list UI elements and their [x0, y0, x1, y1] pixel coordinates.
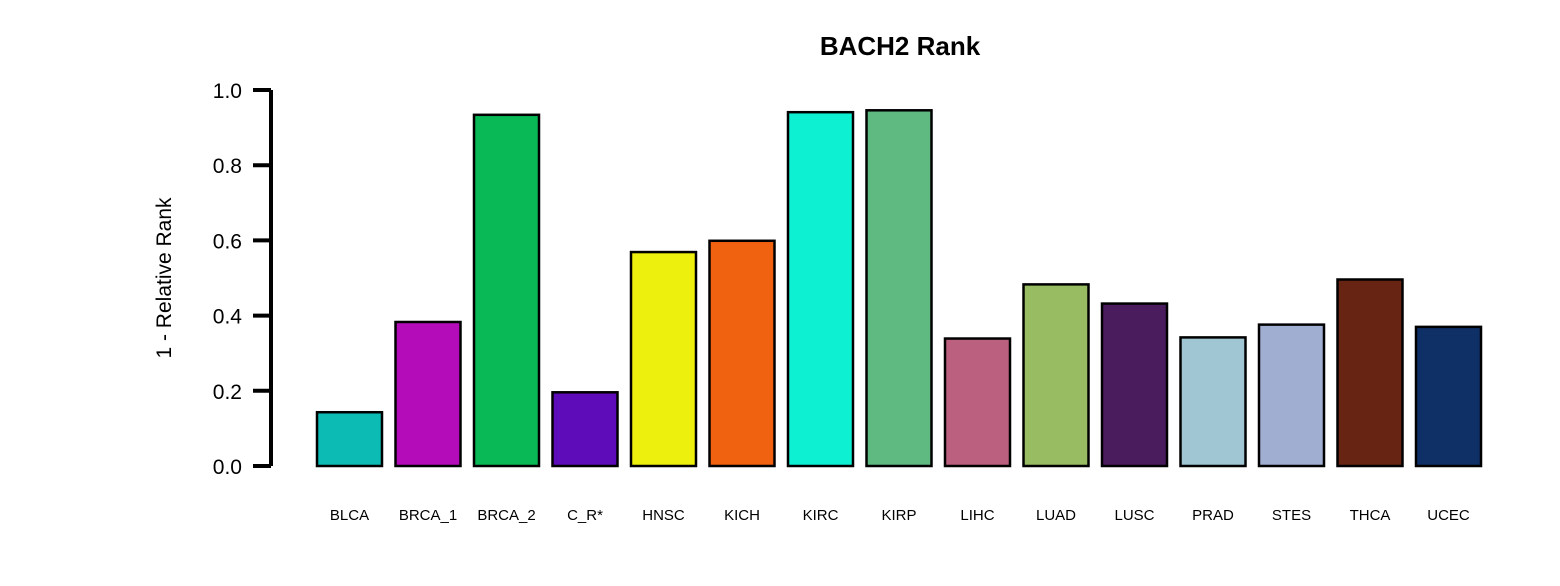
bar-c-r: [551, 391, 619, 468]
x-tick-label: BLCA: [330, 507, 369, 524]
bar-thca: [1336, 278, 1404, 468]
x-tick-label: HNSC: [642, 507, 685, 524]
x-tick-label: KIRP: [881, 507, 916, 524]
bar-ucec: [1414, 325, 1483, 468]
y-tick-label: 0.4: [213, 306, 243, 329]
bar-brca-2: [472, 113, 541, 468]
y-tick-label: 0.8: [213, 155, 242, 178]
bar-kich: [708, 239, 776, 468]
x-tick-label: BRCA_1: [399, 507, 457, 524]
bar-kirp: [865, 109, 933, 468]
x-tick-label: THCA: [1350, 507, 1391, 524]
bar-hnsc: [629, 250, 698, 468]
bars: [315, 109, 1483, 468]
bar-stes: [1257, 323, 1326, 468]
bar-prad: [1179, 336, 1247, 468]
x-tick-label: STES: [1272, 507, 1311, 524]
x-tick-label: KICH: [724, 507, 760, 524]
x-tick-label: LIHC: [960, 507, 994, 524]
bar-luad: [1022, 283, 1090, 468]
y-axis-ticks: 0.0 0.2 0.4 0.6 0.8 1.0: [213, 80, 271, 479]
x-tick-label: KIRC: [803, 507, 839, 524]
bar-blca: [315, 410, 384, 468]
chart-title: BACH2 Rank: [820, 31, 981, 61]
x-tick-label: LUSC: [1114, 507, 1154, 524]
y-tick-label: 0.0: [213, 456, 242, 479]
x-tick-label: C_R*: [567, 507, 603, 524]
y-tick-label: 0.2: [213, 381, 242, 404]
x-tick-label: LUAD: [1036, 507, 1076, 524]
y-tick-label: 0.6: [213, 230, 242, 253]
bar-brca-1: [394, 320, 462, 468]
x-tick-label: UCEC: [1427, 507, 1470, 524]
y-tick-label: 1.0: [213, 80, 242, 103]
x-axis-tick-labels: BLCA BRCA_1 BRCA_2 C_R* HNSC KICH KIRC KIRP LIHC…: [330, 507, 1470, 524]
bar-lusc: [1100, 302, 1169, 468]
y-axis-label: 1 - Relative Rank: [153, 197, 176, 359]
x-tick-label: BRCA_2: [477, 507, 535, 524]
bar-kirc: [786, 110, 855, 468]
bar-lihc: [943, 337, 1012, 468]
x-tick-label: PRAD: [1192, 507, 1234, 524]
